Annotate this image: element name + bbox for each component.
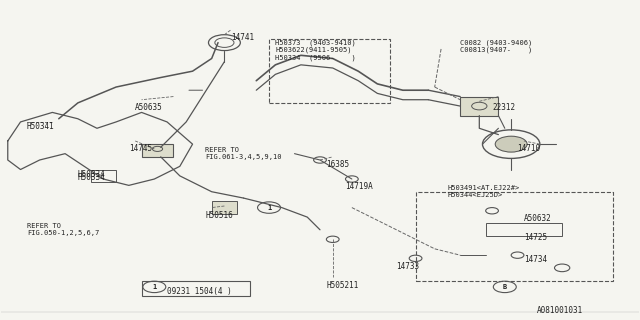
Text: H50334: H50334 <box>78 170 106 179</box>
Text: REFER TO
FIG.050-1,2,5,6,7: REFER TO FIG.050-1,2,5,6,7 <box>27 223 99 236</box>
Text: H503491<AT.EJ22#>
H50344<EJ25D>: H503491<AT.EJ22#> H50344<EJ25D> <box>447 185 520 198</box>
Text: H50516: H50516 <box>205 211 233 220</box>
Text: 14734: 14734 <box>524 255 547 264</box>
Text: A50632: A50632 <box>524 214 552 223</box>
Text: REFER TO
FIG.061-3,4,5,9,10: REFER TO FIG.061-3,4,5,9,10 <box>205 147 282 160</box>
Text: A50635: A50635 <box>135 103 163 112</box>
Text: H50341: H50341 <box>27 122 54 131</box>
Text: 14733: 14733 <box>396 261 420 270</box>
Text: 22312: 22312 <box>492 103 515 112</box>
Text: H50334: H50334 <box>78 173 106 182</box>
Bar <box>460 97 499 116</box>
Text: A081001031: A081001031 <box>537 306 583 315</box>
Text: H505211: H505211 <box>326 281 359 290</box>
Text: 14725: 14725 <box>524 233 547 242</box>
Bar <box>212 201 237 214</box>
Bar <box>91 170 116 182</box>
Text: C0082 (9403-9406)
C00813(9407-    ): C0082 (9403-9406) C00813(9407- ) <box>460 39 532 53</box>
Text: 14745: 14745 <box>129 144 152 153</box>
Text: 1: 1 <box>267 204 271 211</box>
Text: H50373  (9403-9410)
H503622(9411-9505)
H50334  (9506-    ): H50373 (9403-9410) H503622(9411-9505) H5… <box>275 39 356 61</box>
Text: B: B <box>502 284 507 290</box>
Bar <box>269 39 390 103</box>
Text: 1: 1 <box>152 284 156 290</box>
Bar <box>141 144 173 157</box>
Text: 14719A: 14719A <box>346 182 373 191</box>
Bar <box>415 192 613 281</box>
Text: 14741: 14741 <box>231 33 254 42</box>
Text: 14710: 14710 <box>518 144 541 153</box>
Bar <box>486 223 562 236</box>
Text: 09231 1504(4 ): 09231 1504(4 ) <box>167 287 232 296</box>
Circle shape <box>495 136 527 152</box>
Text: 16385: 16385 <box>326 160 349 169</box>
Bar <box>141 281 250 296</box>
